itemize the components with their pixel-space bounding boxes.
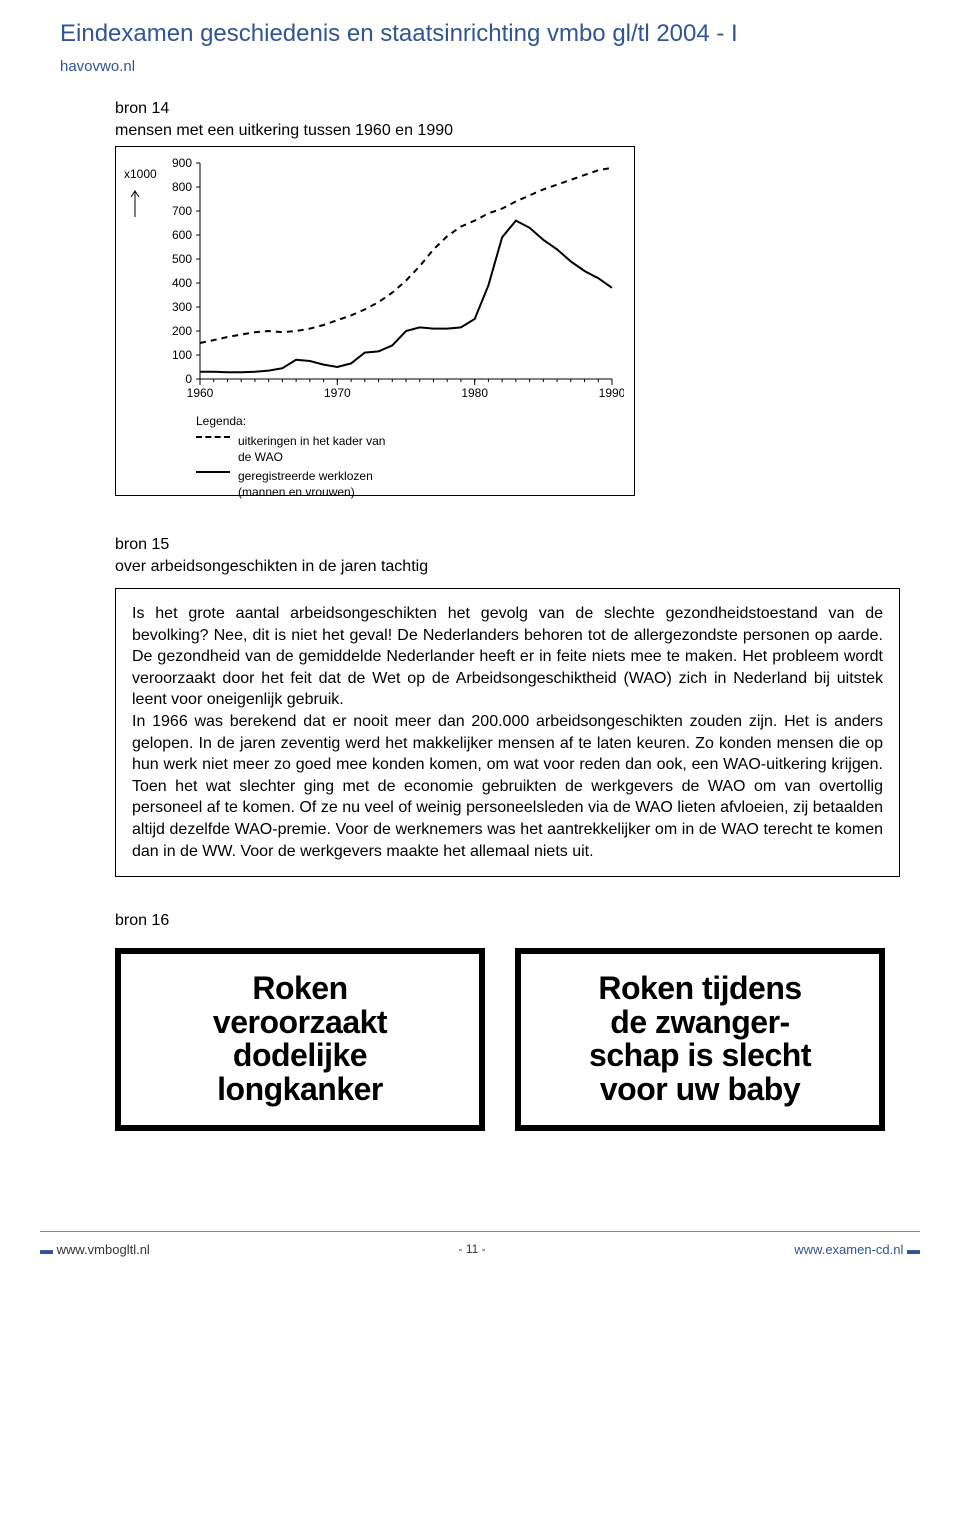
chart-y-arrow-icon (130, 189, 140, 220)
svg-text:0: 0 (185, 372, 192, 386)
bron16-cards: RokenveroorzaaktdodelijkelongkankerRoken… (115, 948, 900, 1130)
warning-card: Rokenveroorzaaktdodelijkelongkanker (115, 948, 485, 1130)
svg-text:300: 300 (172, 300, 192, 314)
svg-text:800: 800 (172, 180, 192, 194)
page-title: Eindexamen geschiedenis en staatsinricht… (60, 20, 900, 48)
footer-right: www.examen-cd.nl (794, 1242, 903, 1257)
legend-swatch-dashed-icon (196, 436, 230, 446)
bron15-body: Is het grote aantal arbeidsongeschikten … (115, 588, 900, 877)
legend-item: uitkeringen in het kader vande WAO (196, 433, 622, 465)
legend-text: geregistreerde werklozen(mannen en vrouw… (238, 468, 373, 500)
bron14-label: bron 14 (115, 100, 900, 118)
svg-text:400: 400 (172, 276, 192, 290)
svg-text:900: 900 (172, 157, 192, 170)
bron15-label: bron 15 (115, 536, 900, 554)
svg-text:200: 200 (172, 324, 192, 338)
bron15-caption: over arbeidsongeschikten in de jaren tac… (115, 558, 900, 576)
bron16-label: bron 16 (115, 912, 900, 930)
svg-text:500: 500 (172, 252, 192, 266)
svg-text:100: 100 (172, 348, 192, 362)
bron14-chart: x1000 0 100 200 300 400 500 600 700 800 900 1960 19… (115, 146, 635, 496)
svg-text:1980: 1980 (461, 386, 488, 400)
bron14-caption: mensen met een uitkering tussen 1960 en … (115, 122, 900, 140)
legend-item: geregistreerde werklozen(mannen en vrouw… (196, 468, 622, 500)
legend-swatch-solid-icon (196, 471, 230, 481)
svg-text:600: 600 (172, 228, 192, 242)
chart-legend: Legenda: uitkeringen in het kader vande … (196, 413, 622, 500)
svg-text:700: 700 (172, 204, 192, 218)
legend-title: Legenda: (196, 413, 622, 429)
page-footer: ▬ www.vmbogltl.nl - 11 - www.examen-cd.n… (40, 1231, 920, 1277)
chart-y-unit: x1000 (124, 167, 157, 181)
svg-text:1970: 1970 (324, 386, 351, 400)
footer-left: www.vmbogltl.nl (57, 1242, 150, 1257)
footer-center: - 11 - (458, 1242, 485, 1256)
svg-text:1990: 1990 (599, 386, 624, 400)
legend-text: uitkeringen in het kader vande WAO (238, 433, 385, 465)
chart-canvas: 0 100 200 300 400 500 600 700 800 900 1960 1970 1980… (128, 157, 624, 407)
warning-card: Roken tijdensde zwanger-schap is slechtv… (515, 948, 885, 1130)
site-name: havovwo.nl (60, 58, 900, 75)
svg-text:1960: 1960 (187, 386, 214, 400)
